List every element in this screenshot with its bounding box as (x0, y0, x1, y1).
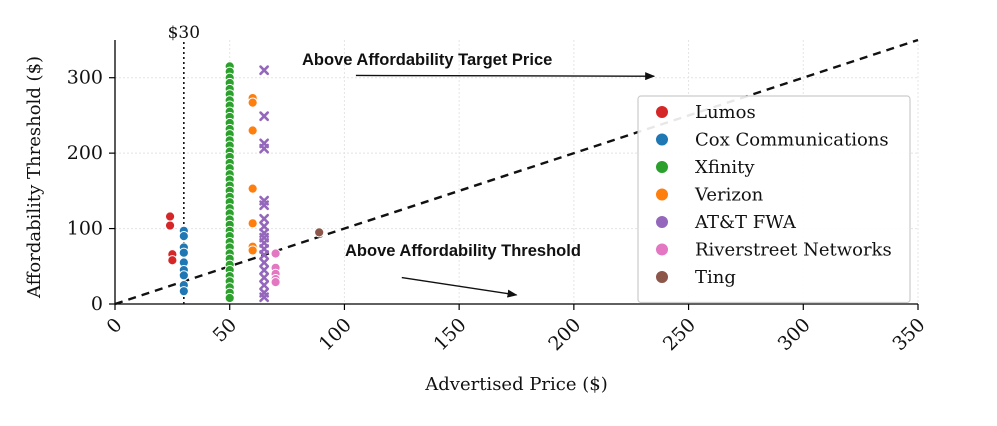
annotations: Above Affordability Target Price Above Af… (302, 51, 656, 298)
data-point (259, 200, 270, 211)
legend-label: AT&T FWA (694, 212, 797, 233)
data-point (259, 143, 270, 154)
legend-label: Verizon (694, 185, 764, 206)
legend-swatch (655, 187, 669, 202)
data-point (247, 218, 258, 229)
data-point-stroke (259, 65, 270, 76)
data-point-stroke (259, 265, 270, 275)
data-point (247, 245, 258, 256)
annotation-threshold: Above Affordability Threshold (345, 242, 581, 260)
legend-swatch (655, 132, 669, 147)
data-point-stroke (259, 250, 270, 260)
legend-label: Lumos (695, 102, 756, 123)
data-point-stroke (259, 280, 270, 291)
legend-swatch (655, 270, 669, 284)
data-point (259, 272, 270, 283)
data-point-stroke (259, 257, 270, 268)
annotation-arrow (401, 276, 518, 298)
data-point (247, 183, 258, 194)
price-marker-label: $30 (168, 23, 200, 43)
data-point-stroke (259, 292, 270, 303)
y-axis-label: Affordability Threshold ($) (24, 56, 45, 299)
legend-swatch (655, 215, 669, 229)
data-point (259, 292, 270, 303)
data-point (167, 255, 178, 266)
data-point (247, 97, 258, 108)
legend-label: Xfinity (695, 157, 755, 178)
data-point-stroke (259, 143, 270, 154)
data-point (259, 213, 270, 224)
y-tick-label: 100 (67, 218, 103, 240)
data-point-stroke (259, 200, 270, 211)
axis-labels: Advertised Price ($) Affordability Thresh… (24, 56, 608, 395)
data-point (270, 277, 281, 288)
legend-label: Ting (695, 267, 736, 288)
x-tick-label: 300 (774, 314, 815, 355)
data-point-stroke (259, 111, 270, 122)
x-tick-label: 150 (429, 314, 470, 355)
y-tick-label: 200 (67, 142, 103, 164)
data-point (270, 248, 281, 259)
data-point (224, 292, 235, 304)
data-point-stroke (259, 221, 270, 232)
legend: Lumos Cox Communications Xfinity Verizon AT&… (637, 95, 911, 304)
legend-swatch (655, 242, 669, 257)
y-tick-label: 0 (91, 293, 103, 315)
data-point-stroke (259, 272, 270, 283)
x-tick-label: 0 (102, 314, 126, 338)
data-point (259, 65, 270, 76)
annotation-target-price: Above Affordability Target Price (302, 51, 552, 69)
data-point (178, 231, 189, 242)
x-axis-label: Advertised Price ($) (424, 374, 608, 395)
data-point (259, 250, 270, 260)
y-tick-label: 300 (67, 67, 103, 89)
data-point (164, 211, 176, 222)
data-point (178, 286, 189, 297)
legend-swatch (655, 105, 669, 119)
data-point (314, 227, 325, 238)
data-point (178, 270, 189, 281)
data-point (259, 265, 270, 275)
data-point (247, 125, 258, 136)
x-tick-label: 250 (659, 314, 700, 355)
data-point (259, 221, 270, 232)
x-tick-label: 200 (544, 314, 585, 355)
legend-box (637, 95, 911, 304)
legend-label: Cox Communications (695, 130, 889, 151)
data-point (259, 257, 270, 268)
data-point (259, 111, 270, 122)
affordability-diagonal-line (114, 38, 919, 306)
reference-lines: $30 (114, 23, 919, 306)
x-tick-label: 100 (315, 314, 356, 355)
x-tick-label: 350 (888, 314, 929, 355)
annotation-arrow (355, 72, 656, 81)
data-point (178, 247, 189, 258)
data-points (164, 61, 325, 304)
legend-label: Riverstreet Networks (695, 240, 892, 261)
data-point (259, 280, 270, 291)
x-tick-label: 50 (209, 314, 242, 347)
data-point-stroke (259, 213, 270, 224)
data-point (164, 220, 176, 231)
legend-swatch (655, 160, 669, 174)
